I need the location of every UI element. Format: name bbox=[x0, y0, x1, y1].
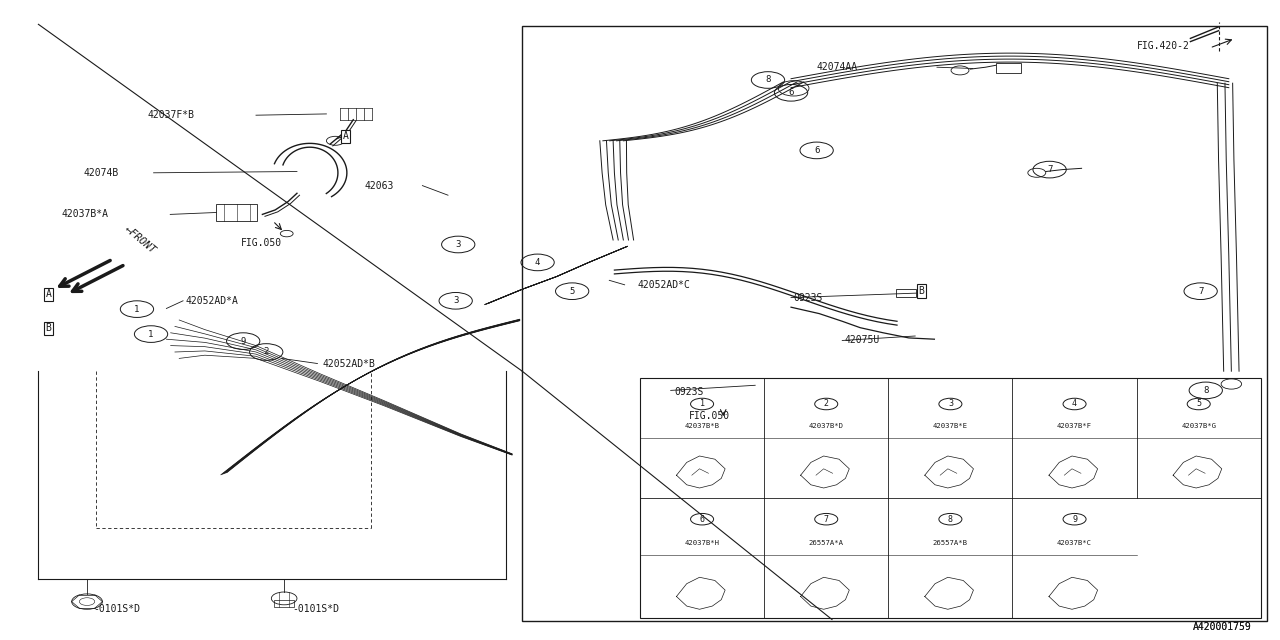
Text: 42037B*C: 42037B*C bbox=[1057, 540, 1092, 546]
Bar bbox=[896, 289, 916, 297]
Text: 42052AD*B: 42052AD*B bbox=[323, 358, 375, 369]
Text: B: B bbox=[46, 323, 51, 333]
Text: -0101S*D: -0101S*D bbox=[93, 604, 141, 614]
Text: A420001759: A420001759 bbox=[1193, 622, 1252, 632]
Text: 4: 4 bbox=[535, 258, 540, 267]
Text: 42063: 42063 bbox=[365, 180, 394, 191]
Text: 2: 2 bbox=[824, 399, 828, 408]
Text: 8: 8 bbox=[1203, 386, 1208, 395]
Text: 2: 2 bbox=[264, 348, 269, 356]
Text: B: B bbox=[919, 286, 924, 296]
Text: 0923S: 0923S bbox=[794, 292, 823, 303]
Text: 1: 1 bbox=[148, 330, 154, 339]
Text: 42037B*B: 42037B*B bbox=[685, 422, 719, 429]
Text: 42037B*G: 42037B*G bbox=[1181, 422, 1216, 429]
Text: 7: 7 bbox=[1047, 165, 1052, 174]
Text: 42037F*B: 42037F*B bbox=[147, 110, 195, 120]
Text: 26557A*B: 26557A*B bbox=[933, 540, 968, 546]
Bar bbox=[216, 204, 257, 221]
Text: 42037B*A: 42037B*A bbox=[61, 209, 109, 220]
Bar bbox=[522, 26, 1267, 621]
Text: 7: 7 bbox=[1198, 287, 1203, 296]
Text: FIG.050: FIG.050 bbox=[241, 238, 282, 248]
Text: 42037B*H: 42037B*H bbox=[685, 540, 719, 546]
Text: 9: 9 bbox=[241, 337, 246, 346]
Text: 8: 8 bbox=[765, 76, 771, 84]
Text: 8: 8 bbox=[948, 515, 952, 524]
Bar bbox=[996, 63, 1021, 73]
Text: A: A bbox=[46, 289, 51, 300]
Text: 42052AD*C: 42052AD*C bbox=[637, 280, 690, 290]
Text: 3: 3 bbox=[456, 240, 461, 249]
Text: 42075U: 42075U bbox=[845, 335, 881, 346]
Text: 42037B*D: 42037B*D bbox=[809, 422, 844, 429]
Text: A420001759: A420001759 bbox=[1193, 622, 1252, 632]
Text: 42074B: 42074B bbox=[83, 168, 119, 178]
Bar bbox=[640, 378, 1261, 618]
Text: -0101S*D: -0101S*D bbox=[292, 604, 339, 614]
Text: FIG.050: FIG.050 bbox=[689, 411, 730, 421]
Text: 42052AD*A: 42052AD*A bbox=[186, 296, 238, 306]
Text: 1: 1 bbox=[700, 399, 704, 408]
Text: 6: 6 bbox=[814, 146, 819, 155]
Text: ←FRONT: ←FRONT bbox=[123, 224, 157, 256]
Text: 9: 9 bbox=[1073, 515, 1076, 524]
Text: A: A bbox=[343, 131, 348, 141]
Text: 4: 4 bbox=[1073, 399, 1076, 408]
Text: 1: 1 bbox=[134, 305, 140, 314]
Text: 7: 7 bbox=[824, 515, 828, 524]
Text: 26557A*A: 26557A*A bbox=[809, 540, 844, 546]
Text: FIG.420-2: FIG.420-2 bbox=[1137, 41, 1189, 51]
Text: 5: 5 bbox=[1197, 399, 1201, 408]
Text: 0923S: 0923S bbox=[675, 387, 704, 397]
Text: 42074AA: 42074AA bbox=[817, 62, 858, 72]
Text: 5: 5 bbox=[570, 287, 575, 296]
Text: 6: 6 bbox=[700, 515, 704, 524]
Text: 6: 6 bbox=[788, 88, 794, 97]
Text: 3: 3 bbox=[453, 296, 458, 305]
Text: 42037B*F: 42037B*F bbox=[1057, 422, 1092, 429]
Text: 3: 3 bbox=[948, 399, 952, 408]
Text: 42037B*E: 42037B*E bbox=[933, 422, 968, 429]
Bar bbox=[274, 600, 294, 607]
